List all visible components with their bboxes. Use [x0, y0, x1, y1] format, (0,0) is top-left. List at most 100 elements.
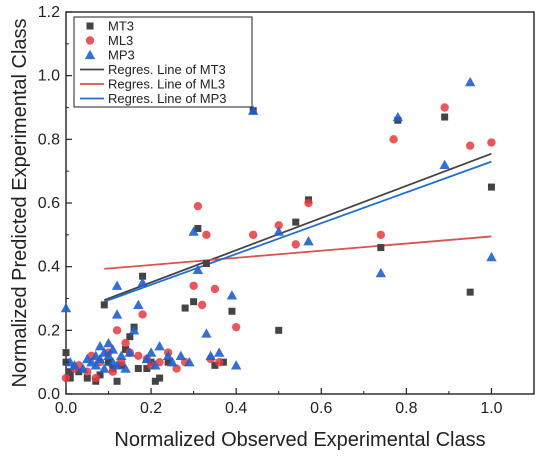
regression-line-2 [103, 160, 492, 303]
legend-label: Regres. Line of MP3 [108, 91, 227, 106]
data-point [465, 141, 475, 150]
legend-label: ML3 [108, 33, 133, 48]
data-point [303, 236, 314, 246]
data-point [111, 309, 123, 319]
data-point [134, 351, 143, 360]
y-tick-label: 0.4 [38, 259, 60, 276]
data-point [105, 358, 113, 366]
data-point [230, 360, 242, 370]
data-point [138, 310, 147, 319]
data-point [274, 221, 283, 230]
data-point [466, 288, 474, 296]
data-point [210, 284, 220, 294]
data-point [77, 363, 89, 373]
data-point [116, 350, 127, 360]
data-point [439, 159, 450, 169]
data-point [134, 365, 142, 373]
data-point [121, 338, 130, 348]
data-point [96, 371, 104, 379]
y-tick-label: 1.2 [38, 4, 60, 21]
data-point [291, 240, 300, 249]
x-tick-label: 1.0 [480, 400, 502, 417]
x-axis-title: Normalized Observed Experimental Class [114, 429, 485, 451]
data-point [211, 361, 219, 369]
data-point [190, 298, 198, 306]
data-point [201, 328, 212, 338]
data-point [111, 360, 123, 370]
data-point [181, 304, 189, 312]
data-point [248, 105, 259, 115]
y-tick-label: 0.2 [38, 322, 60, 339]
data-point [120, 363, 131, 373]
data-point [487, 183, 495, 191]
data-point [213, 347, 225, 357]
data-point [377, 244, 385, 252]
data-point [122, 345, 130, 353]
data-point [441, 113, 449, 121]
data-point [226, 290, 238, 300]
data-point [197, 300, 207, 310]
data-point [141, 353, 153, 364]
y-axis-title: Normalized Predicted Experimental Class [9, 18, 31, 387]
data-point [112, 326, 122, 335]
data-point [188, 226, 199, 236]
data-point [145, 347, 157, 357]
data-point [90, 360, 101, 370]
regression-line-0 [103, 152, 492, 301]
data-point [154, 341, 165, 351]
data-point [273, 226, 284, 236]
data-point [156, 374, 164, 382]
data-point [139, 272, 147, 280]
x-tick-label: 0.2 [140, 400, 162, 417]
data-point [91, 373, 100, 383]
data-point [440, 103, 449, 112]
data-point [61, 373, 71, 383]
y-tick-label: 0.8 [38, 131, 60, 148]
data-point [126, 333, 134, 341]
data-point [124, 347, 136, 357]
data-point [304, 198, 313, 208]
data-point [103, 337, 114, 348]
data-point [66, 368, 74, 376]
x-tick-label: 0.0 [55, 400, 77, 417]
regression-lines [103, 152, 492, 303]
data-point [202, 230, 211, 240]
legend-label: Regres. Line of ML3 [108, 77, 225, 92]
y-tick-label: 0.0 [38, 386, 60, 403]
legend-marker [85, 36, 95, 45]
data-point [113, 377, 121, 385]
data-point [375, 267, 387, 278]
data-point [103, 350, 114, 360]
data-point [62, 349, 70, 357]
data-point [202, 259, 210, 267]
data-point [164, 358, 172, 366]
data-point [275, 326, 283, 334]
legend-label: MP3 [108, 48, 135, 63]
data-point [193, 201, 203, 211]
y-tick-label: 1.0 [38, 68, 60, 85]
data-point [189, 281, 198, 290]
data-point [487, 138, 496, 147]
data-point [228, 307, 236, 315]
data-point [151, 377, 159, 385]
legend-label: MT3 [108, 19, 134, 34]
data-point [464, 76, 476, 87]
data-point [94, 341, 106, 351]
x-tick-label: 0.8 [395, 400, 417, 417]
data-point [231, 322, 241, 332]
regression-line-1 [104, 235, 492, 270]
data-point [99, 363, 110, 373]
legend-label: Regres. Line of MT3 [108, 62, 226, 77]
data-point [94, 353, 106, 364]
data-point [389, 135, 398, 144]
data-point [83, 374, 91, 382]
data-point [107, 344, 118, 354]
data-point [205, 350, 216, 360]
data-point [172, 364, 181, 373]
data-point [133, 299, 144, 310]
legend-marker [84, 49, 96, 60]
data-point [392, 111, 404, 122]
